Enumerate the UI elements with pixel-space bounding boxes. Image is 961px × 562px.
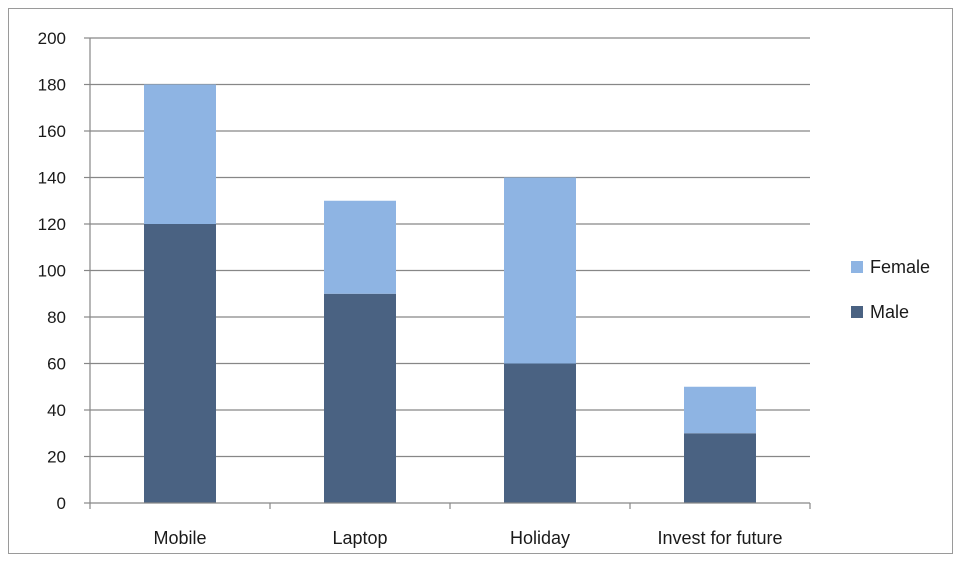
legend-label-female: Female	[870, 257, 930, 277]
axis-labels: 0 20 40 60 80 100 120 140 160 180 200 Mobile Laptop H…	[38, 29, 783, 548]
bar-female	[684, 386, 756, 434]
y-tick-label: 180	[38, 76, 66, 95]
bar-male	[144, 224, 216, 503]
axes	[84, 37, 811, 509]
y-tick-label: 60	[47, 355, 66, 374]
y-tick-label: 40	[47, 401, 66, 420]
y-tick-label: 160	[38, 122, 66, 141]
x-tick-label: Mobile	[153, 528, 206, 548]
y-tick-label: 100	[38, 262, 66, 281]
bars	[144, 84, 756, 503]
y-tick-label: 140	[38, 169, 66, 188]
legend-swatch-female	[851, 261, 863, 273]
bar-female	[324, 200, 396, 294]
legend-swatch-male	[851, 306, 863, 318]
y-tick-label: 0	[57, 494, 66, 513]
x-tick-label: Laptop	[332, 528, 387, 548]
legend: Female Male	[851, 257, 930, 322]
bar-female	[504, 177, 576, 364]
legend-label-male: Male	[870, 302, 909, 322]
bar-male	[684, 433, 756, 503]
x-tick-label: Invest for future	[657, 528, 782, 548]
y-tick-label: 200	[38, 29, 66, 48]
y-tick-label: 120	[38, 215, 66, 234]
y-tick-label: 80	[47, 308, 66, 327]
bar-male	[504, 363, 576, 503]
bar-male	[324, 293, 396, 503]
x-tick-label: Holiday	[510, 528, 570, 548]
bar-female	[144, 84, 216, 224]
y-tick-label: 20	[47, 448, 66, 467]
